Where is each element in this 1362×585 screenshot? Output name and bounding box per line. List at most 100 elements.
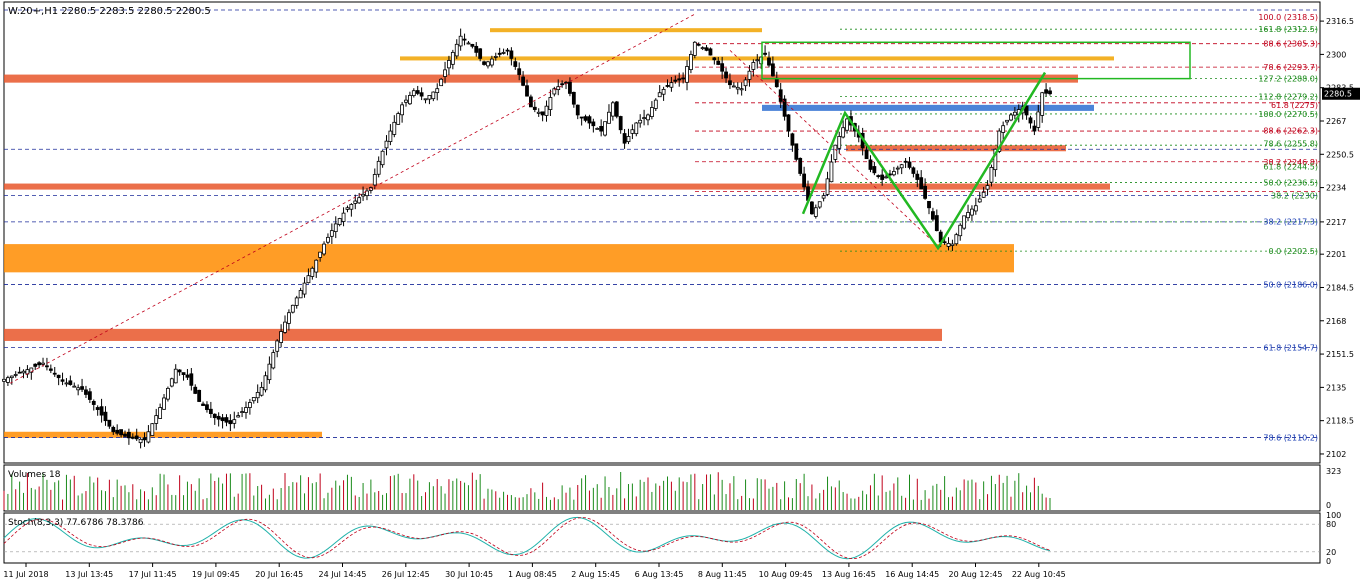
stoch-d-line <box>3 517 1051 560</box>
price-tick-label: 2151.5 <box>1326 350 1354 359</box>
time-tick-label: 2 Aug 15:45 <box>571 570 620 579</box>
candle-body <box>556 86 561 91</box>
trend-line <box>9 13 696 384</box>
zigzag-pattern <box>801 71 1047 251</box>
candle-body <box>677 78 682 81</box>
candle-body <box>287 312 291 324</box>
current-price-label: 2280.5 <box>1324 90 1352 99</box>
price-tick-label: 2168 <box>1326 317 1346 326</box>
candle-body <box>333 223 338 232</box>
candle-body <box>833 144 838 160</box>
time-tick-label: 10 Aug 09:45 <box>759 570 813 579</box>
candle-body <box>1009 114 1013 121</box>
stoch-label: Stoch(8,3,3) 77.6786 78.3786 <box>8 518 144 528</box>
candle-body <box>880 174 885 180</box>
candle-body <box>821 195 826 199</box>
candle-body <box>349 204 354 210</box>
candle-body <box>60 379 65 382</box>
candle-body <box>591 121 596 127</box>
candle-body <box>130 436 135 439</box>
candle-body <box>653 99 658 109</box>
candle-body <box>415 90 420 94</box>
candle-body <box>1048 90 1052 95</box>
fib-label: 0.0 (2202.5) <box>1269 247 1319 256</box>
candle-body <box>505 49 510 52</box>
candle-body <box>388 130 393 142</box>
price-tick-label: 2184.5 <box>1326 283 1354 292</box>
candle-body <box>923 185 928 199</box>
candle-body <box>76 387 81 391</box>
candle-body <box>911 167 916 174</box>
price-tick-label: 2267 <box>1326 117 1346 126</box>
price-tick-label: 2217 <box>1326 218 1346 227</box>
fib-label: 100.0 (2318.5) <box>1258 13 1318 22</box>
candle-body <box>318 251 323 258</box>
main-panel-frame <box>3 1 1321 464</box>
candle-body <box>763 52 767 55</box>
candle-body <box>458 35 463 47</box>
candle-body <box>548 97 553 110</box>
candle-body <box>1024 105 1029 116</box>
stoch-tick: 0 <box>1326 557 1331 566</box>
candle-body <box>486 61 490 67</box>
candle-body <box>728 80 732 86</box>
candle-body <box>240 411 244 413</box>
candle-body <box>966 212 970 219</box>
price-tick-label: 2135 <box>1326 383 1346 392</box>
candle-body <box>392 121 397 135</box>
candle-body <box>372 174 377 186</box>
candle-body <box>634 122 639 135</box>
candle-body <box>357 197 362 204</box>
candle-body <box>610 102 615 117</box>
candle-body <box>1040 92 1045 116</box>
candle-body <box>950 243 955 246</box>
candle-body <box>244 407 248 413</box>
candle-body <box>454 43 459 57</box>
candle-body <box>931 211 935 220</box>
candle-body <box>17 371 22 374</box>
candle-body <box>408 95 412 105</box>
candle-body <box>25 369 30 375</box>
candle-body <box>404 99 408 103</box>
zone-band <box>4 183 1110 190</box>
time-tick-label: 22 Aug 10:45 <box>1012 570 1066 579</box>
candle-body <box>743 79 748 87</box>
candle-body <box>646 114 650 121</box>
candle-body <box>669 82 674 88</box>
candle-body <box>802 173 807 188</box>
fib-label: 78.6 (2110.2) <box>1263 433 1318 442</box>
candle-body <box>236 415 241 418</box>
candle-body <box>205 404 209 410</box>
candle-body <box>700 47 705 50</box>
candle-body <box>193 386 198 394</box>
candle-body <box>778 89 783 102</box>
candle-body <box>294 297 299 306</box>
candle-body <box>447 60 451 69</box>
fib-label: 78.6 (2255.8) <box>1263 140 1318 149</box>
price-tick-label: 2316.5 <box>1326 17 1354 26</box>
candle-body <box>825 178 830 195</box>
fib-label: 112.8 (2279.2) <box>1258 92 1318 101</box>
candle-body <box>497 52 502 55</box>
candle-body <box>993 148 998 171</box>
candle-body <box>1044 89 1048 94</box>
candle-body <box>2 378 6 382</box>
price-tick-label: 2250.5 <box>1326 150 1354 159</box>
candle-body <box>614 101 619 117</box>
candle-body <box>80 386 84 390</box>
zone-band <box>846 145 1066 152</box>
candle-body <box>224 417 229 423</box>
candle-body <box>107 419 112 427</box>
candle-body <box>685 66 689 83</box>
candle-body <box>255 392 260 399</box>
price-tick-label: 2300 <box>1326 50 1346 59</box>
time-tick-label: 11 Jul 2018 <box>3 570 48 579</box>
candle-body <box>111 426 116 433</box>
candle-body <box>99 406 104 416</box>
candle-body <box>798 157 803 174</box>
candle-body <box>423 98 428 101</box>
time-tick-label: 17 Jul 11:45 <box>129 570 177 579</box>
candle-body <box>302 282 307 295</box>
candle-body <box>954 234 959 245</box>
